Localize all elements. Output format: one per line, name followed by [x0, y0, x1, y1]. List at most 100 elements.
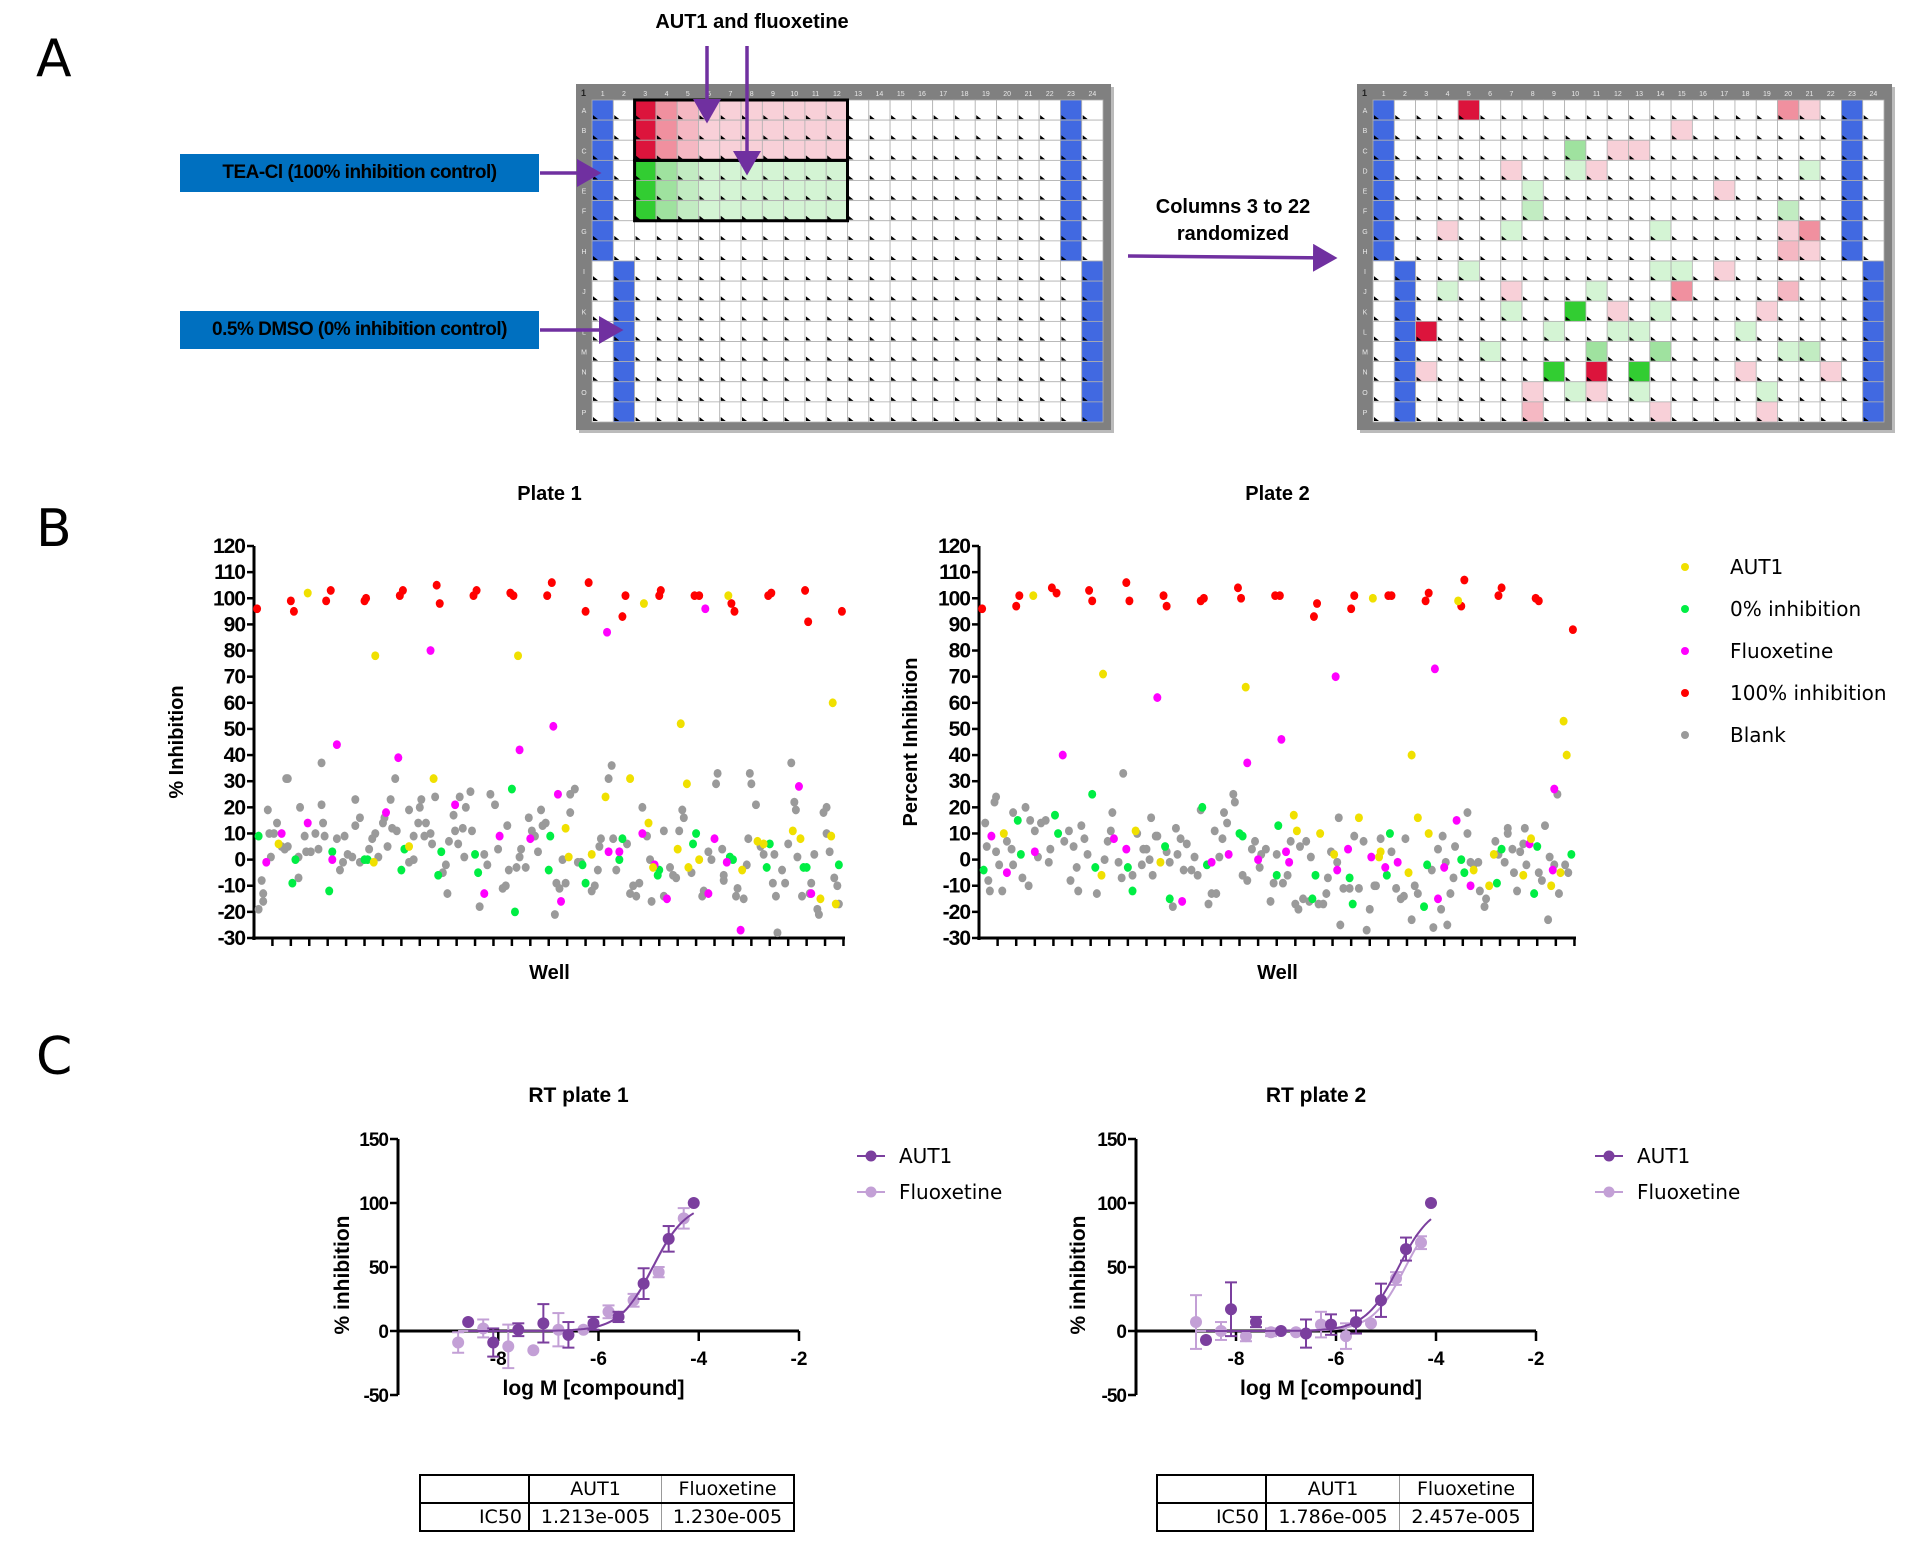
well-corner-mark	[1018, 135, 1024, 140]
well-corner-mark	[997, 256, 1003, 260]
well-corner-mark	[763, 115, 769, 120]
data-point-fluoxetine	[1415, 1236, 1427, 1249]
plate-layout-randomized: 1 1 2 3 4 5 6 7 8 9 10 11 12 13 14 15 16 17 18 19 20 21 22 23 24…	[1357, 84, 1895, 433]
data-point-aut1	[738, 865, 747, 875]
well-corner-mark	[1082, 316, 1088, 321]
well-corner-mark	[891, 175, 897, 180]
well-corner-mark	[720, 296, 726, 301]
well-corner-mark	[1799, 417, 1805, 421]
well-corner-mark	[1395, 376, 1401, 381]
well-corner-mark	[1693, 396, 1699, 401]
well-corner-mark	[614, 356, 620, 361]
well-corner-mark	[656, 276, 662, 281]
data-point-blank	[1229, 789, 1238, 799]
data-point-blank	[431, 792, 440, 802]
y-tick-label: 50	[224, 718, 246, 741]
well-corner-mark	[1437, 215, 1443, 220]
data-point-0-inhibition	[765, 839, 774, 849]
well-corner-mark	[1821, 115, 1827, 120]
well-corner-mark	[1082, 155, 1088, 160]
well-corner-mark	[635, 336, 641, 341]
well-corner-mark	[656, 296, 662, 301]
well-corner-mark	[912, 155, 918, 160]
well-corner-mark	[1018, 215, 1024, 220]
well-corner-mark	[635, 296, 641, 301]
well-corner-mark	[1735, 336, 1741, 341]
row-header: G	[1362, 229, 1367, 236]
data-point-0-inhibition	[1308, 894, 1317, 904]
data-point-100-inhibition	[584, 578, 593, 587]
well-corner-mark	[933, 195, 939, 200]
well-corner-mark	[656, 115, 662, 120]
table-cell: AUT1	[528, 1474, 662, 1504]
well-corner-mark	[1040, 195, 1046, 200]
data-point-blank	[1247, 844, 1256, 854]
well-corner-mark	[1842, 215, 1848, 220]
well-corner-mark	[1395, 296, 1401, 301]
data-point-blank	[1182, 839, 1191, 849]
well-corner-mark	[1672, 115, 1678, 120]
well-corner-mark	[1061, 356, 1067, 361]
data-point-blank	[512, 863, 521, 872]
data-point-aut1	[561, 823, 570, 833]
data-point-fluoxetine	[1058, 750, 1067, 760]
well-corner-mark	[1608, 276, 1614, 281]
data-point-aut1	[1562, 750, 1571, 760]
well-corner-mark	[869, 276, 875, 281]
data-point-blank	[1302, 836, 1311, 846]
data-point-aut1	[1354, 813, 1363, 823]
data-point-aut1	[1404, 868, 1413, 878]
well-corner-mark	[1714, 135, 1720, 140]
well-corner-mark	[784, 115, 790, 120]
data-point-fluoxetine	[1285, 857, 1294, 867]
well-corner-mark	[805, 115, 811, 120]
data-point-blank	[1044, 857, 1053, 867]
well-corner-mark	[1501, 155, 1507, 160]
data-point-blank	[1193, 870, 1202, 880]
data-point-blank	[1212, 889, 1221, 898]
data-point-fluoxetine	[1466, 881, 1475, 891]
well-corner-mark	[805, 316, 811, 321]
well-corner-mark	[997, 376, 1003, 381]
well-corner-mark	[593, 256, 598, 260]
data-point-fluoxetine	[1254, 855, 1263, 864]
well-corner-mark	[1821, 316, 1827, 321]
data-point-0-inhibition	[1054, 829, 1063, 838]
well-corner-mark	[1416, 356, 1422, 361]
legend-label: AUT1	[1637, 1144, 1690, 1168]
well-corner-mark	[1523, 175, 1529, 180]
plate-layout-before: 1 1 2 3 4 5 6 7 8 9 10 11 12 13 14 15 16 17 18 19 20 21 22 23 24…	[576, 84, 1114, 433]
data-point-blank	[480, 849, 489, 859]
y-tick-label: 110	[214, 561, 245, 584]
data-point-aut1	[587, 1317, 600, 1330]
well-corner-mark	[1544, 396, 1550, 401]
well-corner-mark	[1501, 296, 1507, 301]
data-point-blank	[1350, 831, 1359, 841]
well-corner-mark	[1650, 135, 1656, 140]
data-point-blank	[1190, 852, 1199, 862]
data-point-blank	[1500, 857, 1509, 867]
well-corner-mark	[1040, 356, 1046, 361]
well-corner-mark	[954, 155, 960, 160]
data-point-blank	[1103, 836, 1112, 846]
data-point-blank	[744, 834, 753, 844]
data-point-100-inhibition	[1233, 583, 1242, 593]
well-corner-mark	[699, 155, 705, 160]
well-corner-mark	[1693, 336, 1699, 341]
data-point-0-inhibition	[802, 863, 811, 872]
data-point-blank	[1540, 821, 1549, 831]
data-point-blank	[985, 886, 994, 896]
well-corner-mark	[1586, 356, 1592, 361]
well-corner-mark	[954, 396, 960, 401]
data-point-aut1	[587, 849, 596, 859]
well-corner-mark	[1735, 175, 1741, 180]
data-point-0-inhibition	[578, 860, 587, 870]
data-point-100-inhibition	[804, 617, 813, 627]
well-corner-mark	[1799, 135, 1805, 140]
well-corner-mark	[1842, 376, 1848, 381]
well-corner-mark	[1757, 135, 1763, 140]
well-corner-mark	[1082, 195, 1088, 200]
well-corner-mark	[1437, 276, 1443, 281]
well-corner-mark	[848, 135, 854, 140]
well-corner-mark	[1437, 296, 1443, 301]
